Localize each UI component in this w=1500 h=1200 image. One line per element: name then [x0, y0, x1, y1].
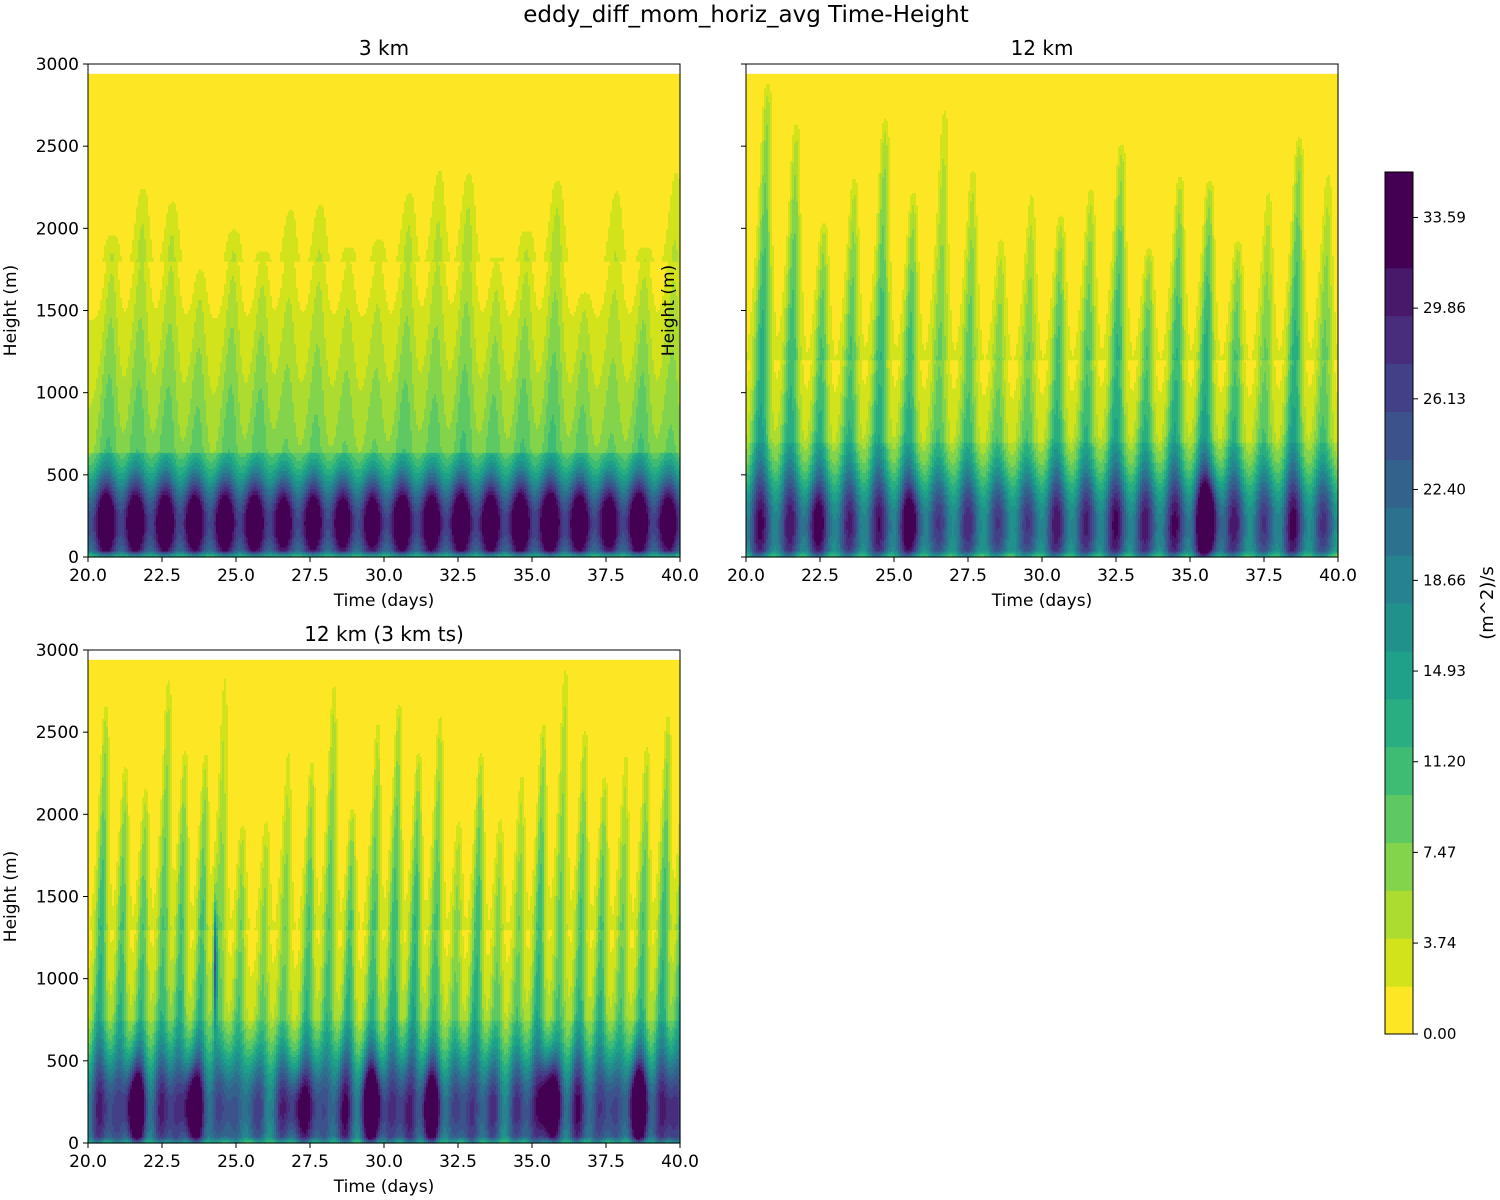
heatmap-field	[88, 73, 681, 558]
x-tick-label: 37.5	[587, 566, 625, 586]
x-tick-label: 27.5	[291, 566, 329, 586]
colorbar-tick-label: 0.00	[1423, 1025, 1456, 1043]
colorbar: 0.00 3.74 7.47 11.20 14.93 18.66 22.40 26.13 29.…	[1384, 171, 1498, 1043]
x-tick-label: 37.5	[587, 1152, 625, 1172]
x-tick-label: 27.5	[291, 1152, 329, 1172]
x-tick-label: 32.5	[439, 1152, 477, 1172]
colorbar-segment	[1385, 603, 1413, 652]
y-axis-label: Height (m)	[659, 265, 679, 356]
x-tick-label: 22.5	[143, 1152, 181, 1172]
x-tick-label: 30.0	[365, 566, 403, 586]
x-tick-label: 37.5	[1245, 566, 1283, 586]
colorbar-segment	[1385, 507, 1413, 556]
y-tick-label: 0	[68, 1134, 79, 1154]
y-tick-label: 500	[47, 1052, 79, 1072]
colorbar-segment	[1385, 938, 1413, 987]
panel-title: 12 km (3 km ts)	[304, 622, 464, 646]
y-tick-label: 3000	[36, 55, 79, 75]
x-tick-label: 20.0	[727, 566, 765, 586]
x-tick-label: 32.5	[439, 566, 477, 586]
heatmap-field	[746, 73, 1339, 558]
colorbar-frame	[1384, 171, 1414, 1035]
y-tick-label: 1000	[36, 384, 79, 404]
x-tick-label: 40.0	[661, 566, 699, 586]
x-tick-label: 40.0	[661, 1152, 699, 1172]
colorbar-segment	[1385, 890, 1413, 939]
x-tick-label: 30.0	[365, 1152, 403, 1172]
colorbar-tick-label: 14.93	[1423, 662, 1466, 680]
y-axis-label: Height (m)	[1, 265, 21, 356]
y-tick-label: 2000	[36, 805, 79, 825]
colorbar-tick-label: 7.47	[1423, 843, 1456, 861]
x-tick-label: 20.0	[69, 566, 107, 586]
y-axis-label: Height (m)	[1, 851, 21, 942]
colorbar-tick-label: 3.74	[1423, 934, 1456, 952]
y-tick-label: 3000	[36, 641, 79, 661]
colorbar-segment	[1385, 459, 1413, 508]
x-tick-label: 35.0	[513, 566, 551, 586]
colorbar-segment	[1385, 794, 1413, 843]
heatmap-field	[88, 659, 681, 1144]
colorbar-tick-label: 29.86	[1423, 299, 1466, 317]
x-axis-label: Time (days)	[991, 591, 1092, 611]
colorbar-tick-label: 33.59	[1423, 208, 1466, 226]
colorbar-segment	[1385, 986, 1413, 1035]
y-tick-label: 1000	[36, 970, 79, 990]
colorbar-segment	[1385, 315, 1413, 365]
x-tick-label: 25.0	[217, 1152, 255, 1172]
x-axis-label: Time (days)	[333, 1177, 434, 1197]
x-tick-label: 32.5	[1097, 566, 1135, 586]
panel-p3km: 20.0 22.5 25.0 27.5 30.0 32.5 35.0 37.5 40.0 0 500…	[1, 36, 699, 611]
colorbar-tick-label: 22.40	[1423, 480, 1466, 498]
x-tick-label: 20.0	[69, 1152, 107, 1172]
colorbar-segment	[1385, 172, 1413, 269]
x-tick-label: 35.0	[1171, 566, 1209, 586]
x-tick-label: 30.0	[1023, 566, 1061, 586]
colorbar-label: (m^2)/s	[1477, 566, 1498, 640]
colorbar-segment	[1385, 746, 1413, 796]
x-tick-label: 25.0	[875, 566, 913, 586]
y-tick-label: 2500	[36, 137, 79, 157]
x-tick-label: 25.0	[217, 566, 255, 586]
colorbar-tick-label: 11.20	[1423, 753, 1466, 771]
colorbar-tick-label: 18.66	[1423, 571, 1466, 589]
x-tick-label: 22.5	[143, 566, 181, 586]
panel-title: 12 km	[1011, 36, 1074, 60]
colorbar-segment	[1385, 650, 1413, 700]
panel-title: 3 km	[359, 36, 409, 60]
colorbar-segment	[1385, 842, 1413, 891]
colorbar-segment	[1385, 267, 1413, 317]
panel-p12km3: 20.0 22.5 25.0 27.5 30.0 32.5 35.0 37.5 40.0 0 500…	[1, 622, 699, 1197]
figure-title: eddy_diff_mom_horiz_avg Time-Height	[523, 2, 968, 28]
colorbar-segment	[1385, 363, 1413, 412]
colorbar-segment	[1385, 698, 1413, 748]
panel-p12km: 20.0 22.5 25.0 27.5 30.0 32.5 35.0 37.5 40.0 12 k…	[659, 36, 1357, 611]
y-tick-label: 1500	[36, 302, 79, 322]
y-tick-label: 500	[47, 466, 79, 486]
y-tick-label: 1500	[36, 888, 79, 908]
x-tick-label: 22.5	[801, 566, 839, 586]
x-axis-label: Time (days)	[333, 591, 434, 611]
x-tick-label: 40.0	[1319, 566, 1357, 586]
x-tick-label: 27.5	[949, 566, 987, 586]
x-tick-label: 35.0	[513, 1152, 551, 1172]
y-tick-label: 0	[68, 548, 79, 568]
colorbar-segment	[1385, 555, 1413, 604]
colorbar-segment	[1385, 411, 1413, 460]
y-tick-label: 2500	[36, 723, 79, 743]
colorbar-tick-label: 26.13	[1423, 390, 1466, 408]
y-tick-label: 2000	[36, 219, 79, 239]
